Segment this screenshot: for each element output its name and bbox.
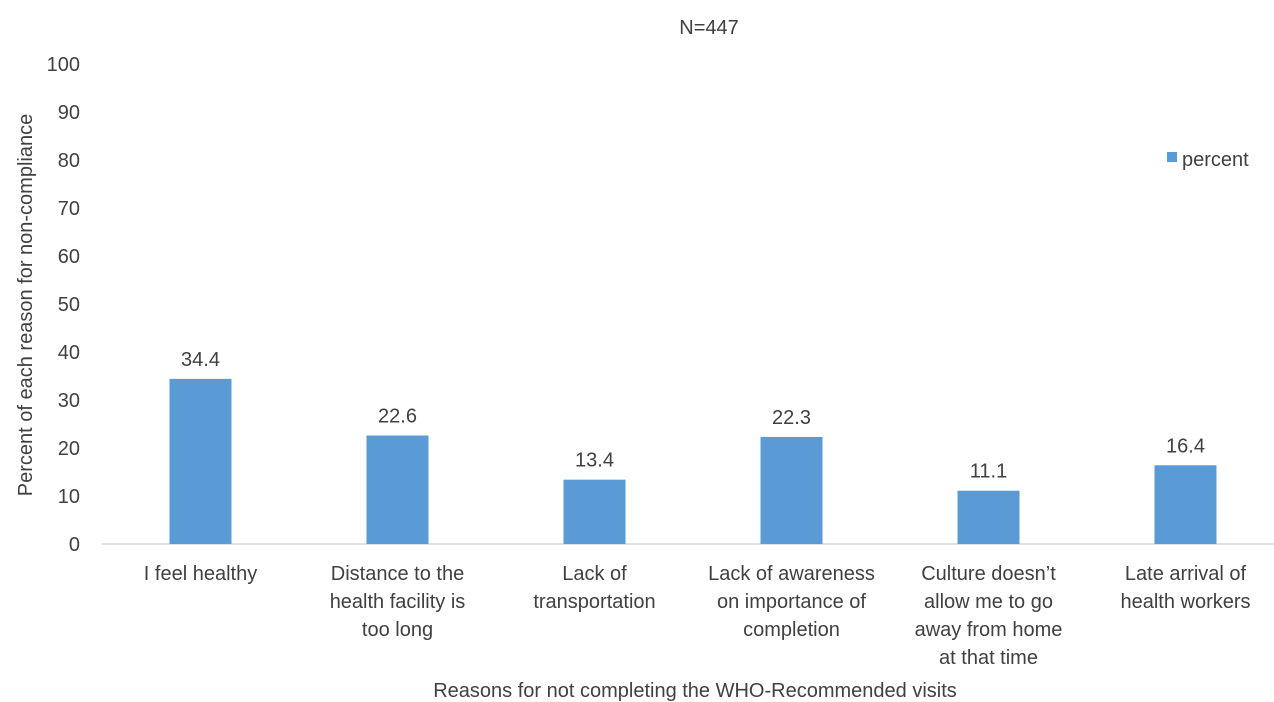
y-tick-label: 40 bbox=[58, 342, 80, 364]
legend: percent bbox=[1167, 149, 1249, 171]
y-tick-label: 100 bbox=[47, 54, 80, 76]
category-label: away from home bbox=[915, 619, 1063, 641]
bar bbox=[957, 490, 1020, 544]
y-tick-label: 50 bbox=[58, 294, 80, 316]
category-label: Culture doesn’t bbox=[921, 563, 1056, 585]
data-label: 16.4 bbox=[1166, 435, 1205, 457]
bar-series: 34.4 22.6 13.4 22.3 11.1 16.4 bbox=[169, 349, 1217, 544]
data-label: 22.6 bbox=[378, 406, 417, 428]
bar bbox=[1154, 465, 1217, 544]
category-label: Lack of bbox=[562, 563, 627, 585]
category-label: too long bbox=[362, 619, 433, 641]
category-label: I feel healthy bbox=[144, 563, 257, 585]
y-tick-label: 20 bbox=[58, 438, 80, 460]
chart-title: N=447 bbox=[679, 17, 739, 39]
category-labels: I feel healthy Distance to the health faci… bbox=[144, 563, 1251, 669]
category-label: Distance to the bbox=[331, 563, 464, 585]
y-tick-label: 80 bbox=[58, 150, 80, 172]
data-label: 11.1 bbox=[970, 461, 1007, 483]
x-axis-title: Reasons for not completing the WHO-Recom… bbox=[433, 680, 957, 702]
y-tick-label: 90 bbox=[58, 102, 80, 124]
category-label: health facility is bbox=[330, 591, 466, 613]
legend-swatch bbox=[1167, 152, 1177, 162]
y-tick-label: 0 bbox=[69, 534, 80, 556]
y-axis-title: Percent of each reason for non-complianc… bbox=[15, 114, 37, 496]
bar bbox=[366, 435, 429, 544]
bar bbox=[760, 436, 823, 544]
category-label: allow me to go bbox=[924, 591, 1053, 613]
category-label: Late arrival of bbox=[1125, 563, 1247, 585]
y-tick-label: 70 bbox=[58, 198, 80, 220]
y-tick-label: 30 bbox=[58, 390, 80, 412]
category-label: health workers bbox=[1120, 591, 1250, 613]
legend-label: percent bbox=[1182, 149, 1249, 171]
data-label: 34.4 bbox=[181, 349, 220, 371]
category-label: Lack of awareness bbox=[708, 563, 875, 585]
category-label: on importance of bbox=[717, 591, 866, 613]
data-label: 22.3 bbox=[772, 407, 811, 429]
data-label: 13.4 bbox=[575, 450, 614, 472]
y-axis-ticks: 0 10 20 30 40 50 60 70 80 90 100 bbox=[47, 54, 80, 556]
category-label: completion bbox=[743, 619, 840, 641]
y-tick-label: 60 bbox=[58, 246, 80, 268]
bar bbox=[563, 479, 626, 544]
bar bbox=[169, 378, 232, 544]
y-tick-label: 10 bbox=[58, 486, 80, 508]
category-label: at that time bbox=[939, 647, 1038, 669]
category-label: transportation bbox=[533, 591, 655, 613]
